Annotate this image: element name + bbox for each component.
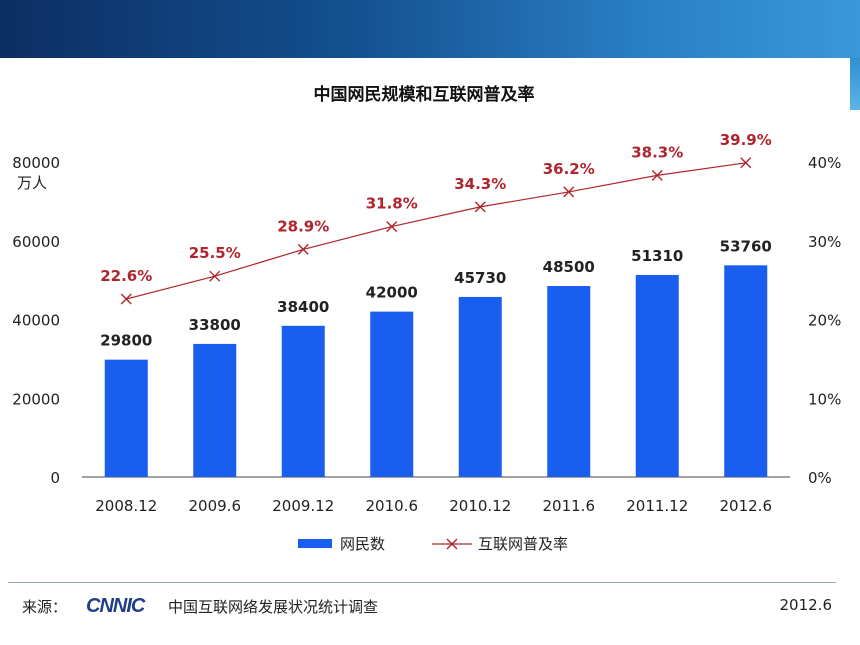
footer: 来源： CNNIC 中国互联网络发展状况统计调查 2012.6 [8, 592, 836, 618]
rate-line [126, 162, 746, 300]
bar [193, 343, 237, 477]
bar-value-label: 42000 [366, 284, 418, 302]
right-tick-label: 40% [808, 154, 841, 172]
bar-value-label: 51310 [631, 247, 683, 265]
bar [635, 274, 679, 477]
left-tick-label: 40000 [12, 312, 60, 330]
legend-bar-swatch [298, 539, 332, 548]
rate-point [120, 293, 132, 305]
left-tick-label: 20000 [12, 390, 60, 408]
right-tick-label: 20% [808, 312, 841, 330]
left-tick-label: 0 [50, 469, 60, 487]
left-axis-unit: 万人 [17, 174, 47, 192]
right-tick-label: 30% [808, 233, 841, 251]
header-banner [0, 0, 860, 58]
left-tick-label: 60000 [12, 233, 60, 251]
x-tick-label: 2011.12 [626, 497, 688, 515]
x-tick-label: 2009.12 [272, 497, 334, 515]
x-tick-label: 2010.6 [366, 497, 419, 515]
bar-value-label: 45730 [454, 269, 506, 287]
bar [104, 359, 148, 477]
rate-point [474, 201, 486, 213]
rate-value-label: 38.3% [631, 143, 683, 161]
rate-point [740, 157, 752, 169]
x-tick-label: 2008.12 [95, 497, 157, 515]
rate-value-label: 25.5% [189, 244, 241, 262]
rate-value-label: 22.6% [100, 267, 152, 285]
left-tick-label: 80000 [12, 154, 60, 172]
x-tick-label: 2012.6 [720, 497, 773, 515]
rate-point [209, 270, 221, 282]
rate-point [651, 169, 663, 181]
rate-value-label: 36.2% [543, 160, 595, 178]
legend-x-marker [446, 538, 458, 550]
bar-value-label: 29800 [100, 332, 152, 350]
bar [281, 325, 325, 477]
axes: 0 20000 40000 60000 80000 0% 10% 20% 30% 40% 2008.… [12, 154, 841, 515]
data-labels: 29800 33800 38400 42000 45730 48500 51310 53760… [100, 131, 772, 350]
bar-value-label: 48500 [543, 258, 595, 276]
cnnic-logo-text: CNNIC [86, 595, 146, 616]
legend: 网民数 互联网普及率 [298, 535, 568, 553]
rate-point [563, 186, 575, 198]
survey-name: 中国互联网络发展状况统计调查 [168, 598, 379, 616]
banner-accent [850, 58, 860, 110]
rate-value-label: 39.9% [720, 131, 772, 149]
bar-value-label: 38400 [277, 298, 329, 316]
footer-divider [8, 582, 836, 583]
cnnic-logo: CNNIC [86, 595, 147, 616]
bar [458, 296, 502, 477]
x-tick-label: 2010.12 [449, 497, 511, 515]
right-tick-label: 10% [808, 390, 841, 408]
right-tick-label: 0% [808, 469, 832, 487]
rate-point [297, 243, 309, 255]
rate-value-label: 28.9% [277, 217, 329, 235]
line-series [120, 157, 752, 305]
x-tick-label: 2009.6 [189, 497, 242, 515]
bar [547, 286, 591, 477]
chart: 中国网民规模和互联网普及率 万人 0 20000 40000 60000 80000 0%… [12, 84, 841, 553]
x-tick-label: 2011.6 [543, 497, 596, 515]
rate-value-label: 31.8% [366, 195, 418, 213]
bar-value-label: 33800 [189, 316, 241, 334]
bar [370, 311, 414, 477]
chart-title: 中国网民规模和互联网普及率 [314, 84, 535, 105]
rate-point [386, 221, 398, 233]
bars [104, 265, 768, 477]
source-label: 来源： [22, 598, 68, 616]
legend-bar-label: 网民数 [340, 535, 385, 553]
legend-line-label: 互联网普及率 [478, 535, 568, 553]
bar [724, 265, 768, 477]
bar-value-label: 53760 [720, 237, 772, 255]
rate-value-label: 34.3% [454, 175, 506, 193]
report-date: 2012.6 [779, 596, 833, 614]
